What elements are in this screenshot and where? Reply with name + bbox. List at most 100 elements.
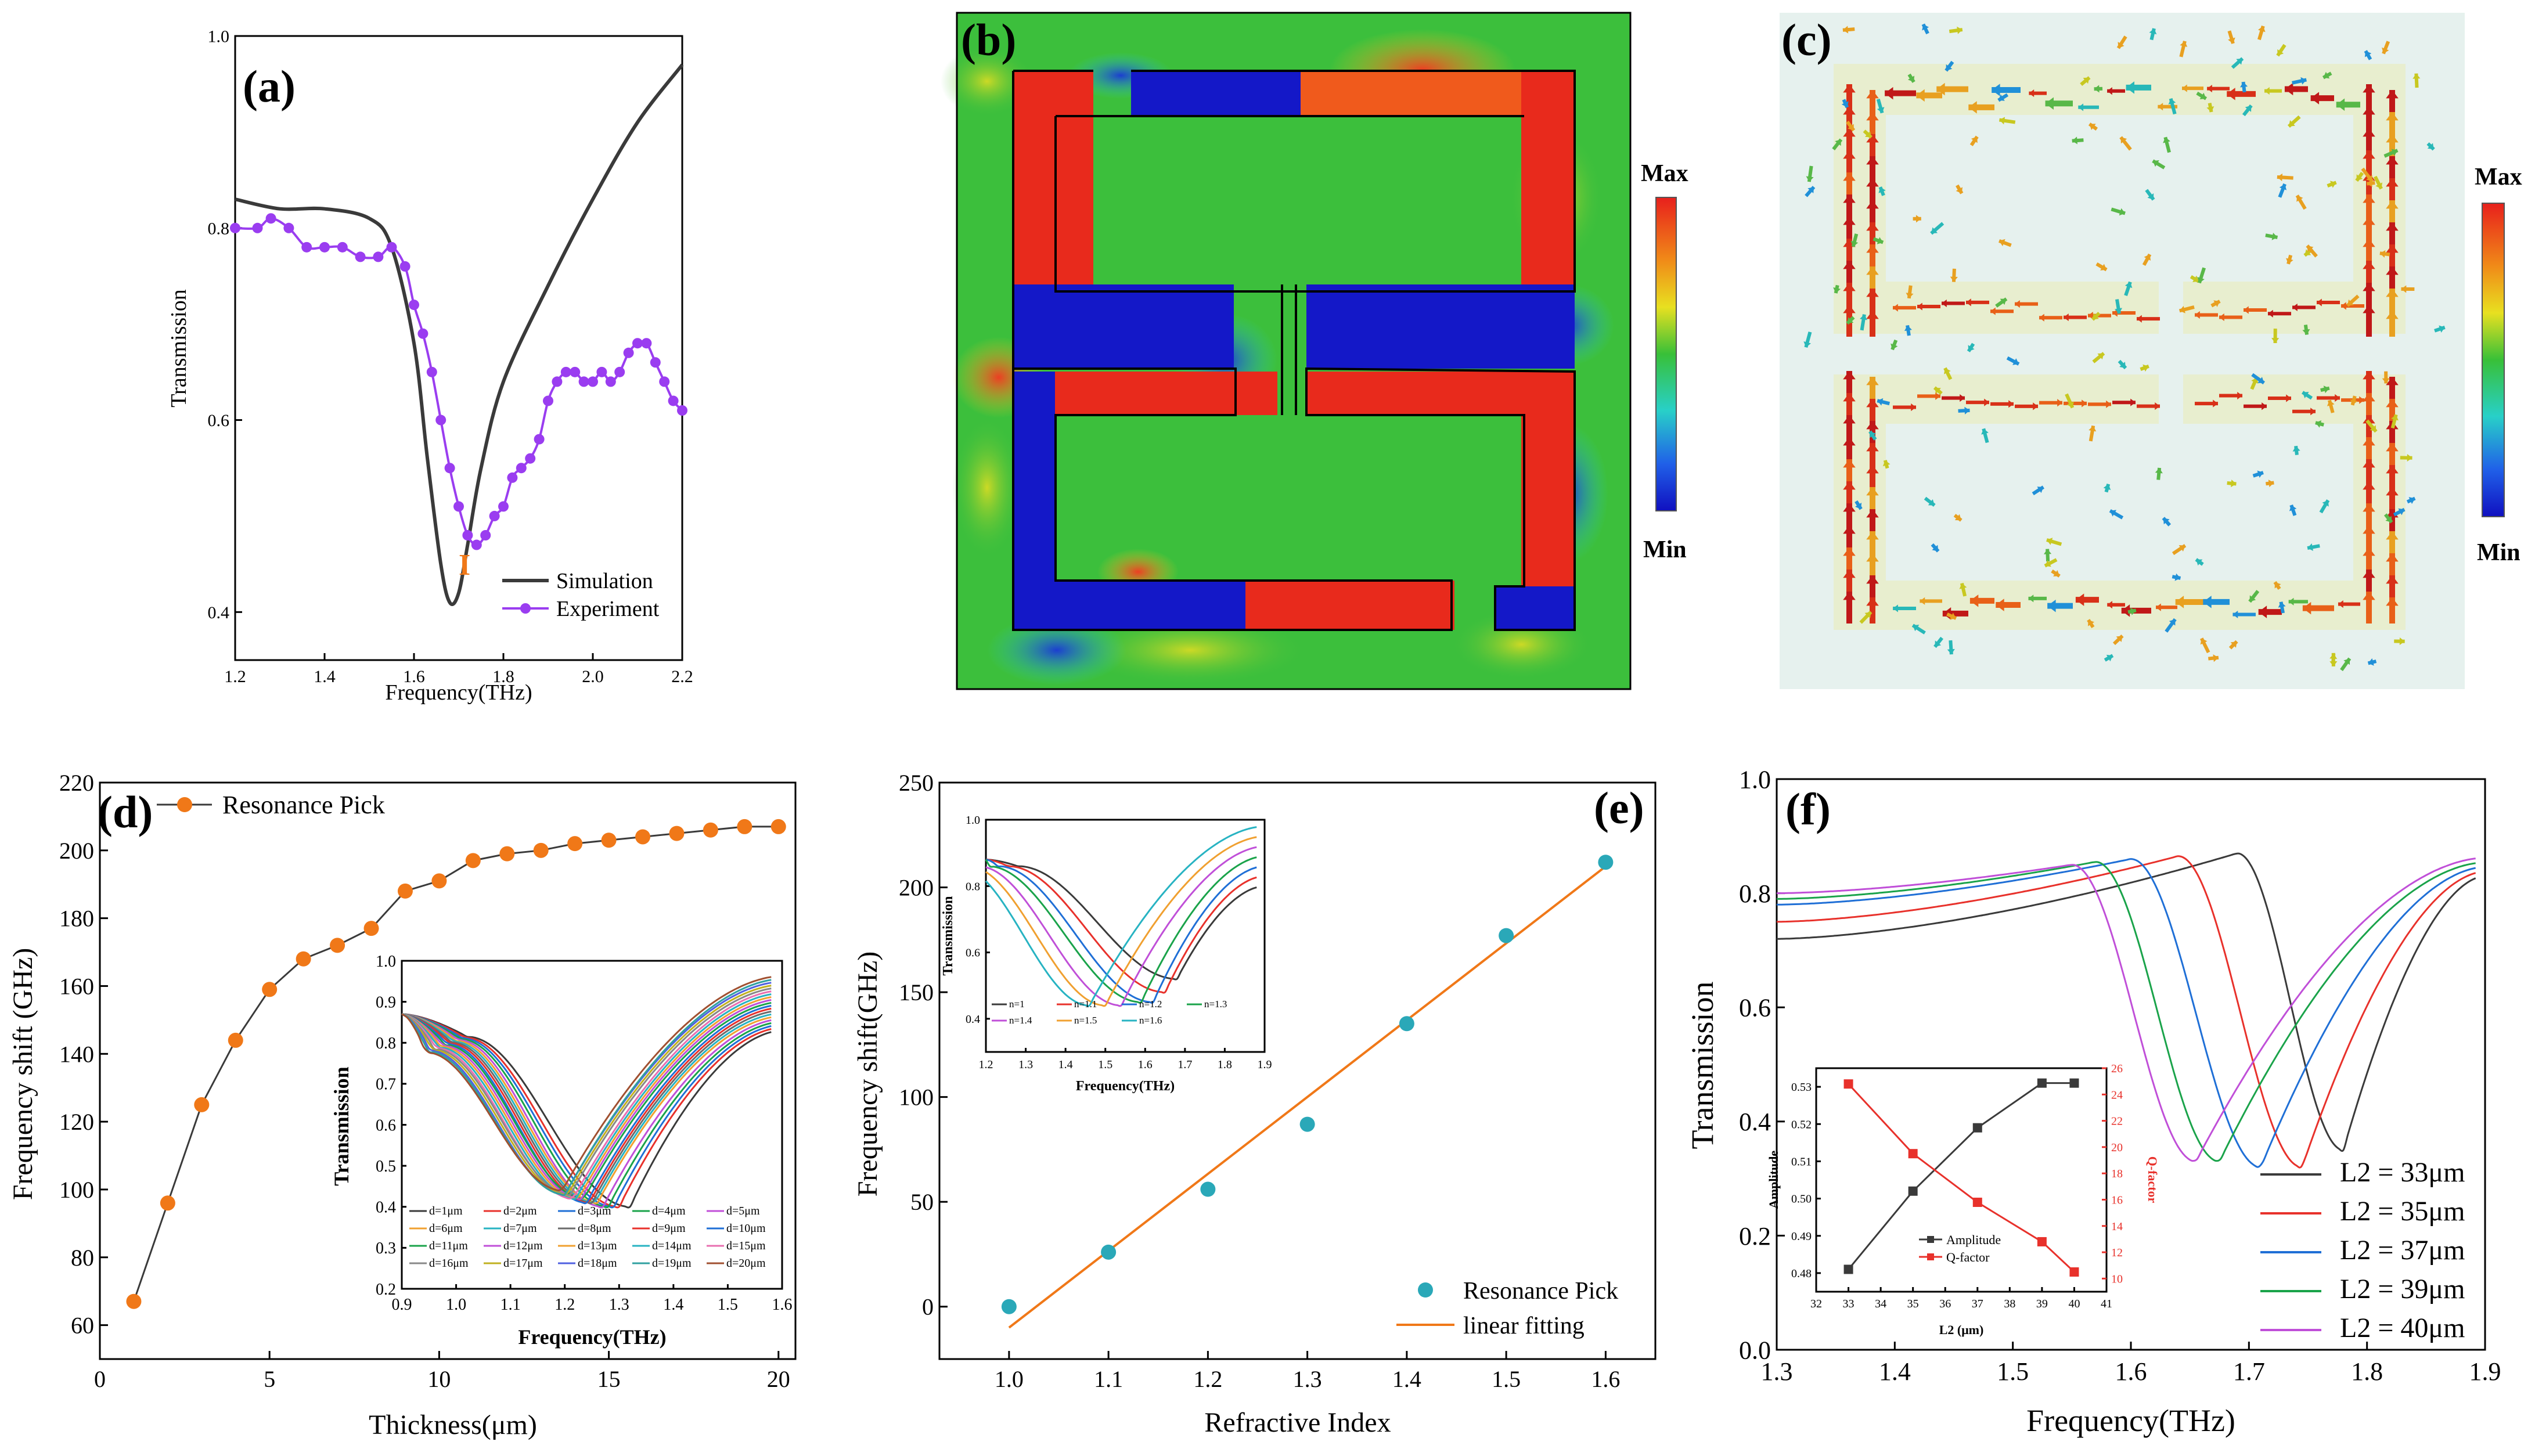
panel-e-inset-curve	[985, 859, 1257, 1004]
panel-f-inset-legend: Amplitude Q-factor	[1919, 1232, 2001, 1264]
panel-b-colorbar-max: Max	[1641, 160, 1688, 187]
panel-f-inset-qfactor-point	[2037, 1237, 2047, 1246]
panel-c-arrowhead	[2249, 595, 2256, 602]
panel-c-arrowhead	[2407, 453, 2412, 462]
panel-d-points	[126, 819, 786, 1309]
panel-e-inset-curve	[985, 859, 1257, 981]
panel-a-experiment-point	[632, 338, 643, 349]
panel-c-background	[1780, 13, 2465, 689]
panel-c-arrowhead	[1841, 101, 1849, 108]
panel-f-xtick-label: 1.4	[1879, 1357, 1911, 1386]
panel-c-arrowhead	[1866, 399, 1879, 408]
panel-f-xtick-label: 1.8	[2351, 1357, 2383, 1386]
panel-c-arrowhead	[2213, 300, 2220, 307]
panel-f-inset-ytick-left-label: 0.53	[1791, 1081, 1812, 1094]
panel-c-arrowhead	[2379, 250, 2386, 258]
panel-f-inset-ytick-left-label: 0.49	[1791, 1230, 1812, 1243]
panel-c-arrowhead	[2368, 658, 2374, 666]
panel-f-inset-ytick-right-label: 16	[2111, 1194, 2123, 1206]
panel-f-legend: L2 = 33μm L2 = 35μm L2 = 37μm L2 = 39μm L2 =…	[2260, 1157, 2465, 1343]
panel-c-arrowhead	[2386, 178, 2399, 187]
panel-c-arrowhead	[2363, 503, 2375, 512]
panel-c-arrowhead	[1842, 26, 1849, 34]
panel-d-point	[737, 819, 752, 834]
panel-c-arrowhead	[1866, 178, 1879, 187]
panel-a-legend-experiment: Experiment	[556, 597, 660, 621]
panel-c-arrowhead	[2386, 244, 2399, 253]
panel-c-arrowhead	[2367, 179, 2372, 188]
panel-c-arrowhead	[2277, 49, 2284, 56]
panel-d-inset-ytick-label: 0.4	[376, 1199, 396, 1217]
panel-c-arrowhead	[2213, 399, 2218, 408]
panel-a-experiment-point	[265, 213, 276, 224]
panel-c-arrowhead	[1996, 599, 2004, 611]
panel-c-arrowhead	[1866, 134, 1879, 143]
panel-e-frame	[938, 781, 1657, 1360]
panel-c-arrowhead	[2126, 81, 2134, 94]
panel-d-inset-legend-label: d=15μm	[726, 1239, 766, 1252]
panel-c-arrowhead	[2412, 73, 2421, 79]
panel-c-arrowhead	[2386, 465, 2399, 474]
panel-a-experiment-point	[570, 366, 581, 377]
panel-c-arrowhead	[2168, 98, 2176, 105]
panel-d-inset-legend-label: d=20μm	[726, 1257, 766, 1270]
panel-d-point	[397, 883, 413, 899]
panel-a-experiment-point	[426, 366, 437, 377]
panel-c-arrowhead	[1843, 371, 1856, 380]
panel-f-curve	[1776, 852, 2476, 1152]
panel-c-arrowhead	[1999, 239, 2005, 247]
panel-a-experiment-point	[596, 366, 607, 377]
panel-c-arrowhead	[2119, 208, 2126, 216]
panel-d-inset-xtick-label: 1.3	[609, 1296, 629, 1314]
panel-d-inset-legend-label: d=7μm	[503, 1222, 537, 1235]
panel-c-arrowhead	[2228, 37, 2235, 44]
panel-e-inset-xtick-label: 1.9	[1258, 1058, 1272, 1071]
panel-c-arrowhead	[2399, 637, 2405, 646]
panel-a-experiment-point	[409, 300, 419, 311]
panel-c-arrowhead	[2363, 128, 2375, 137]
panel-c-arrowhead	[2196, 559, 2203, 566]
panel-f-inset-ytick-right-label: 18	[2111, 1167, 2123, 1180]
panel-f-ytick-label: 0.0	[1739, 1336, 1771, 1364]
panel-c-arrowhead	[1992, 84, 2000, 96]
panel-d-inset-xtick-label: 1.1	[500, 1296, 521, 1314]
panel-c-arrowhead	[2037, 486, 2044, 493]
panel-c-arrowhead	[2089, 426, 2097, 432]
panel-c-arrowhead	[2386, 575, 2399, 584]
panel-a-experiment-point	[588, 376, 598, 387]
panel-a-experiment-point	[480, 530, 491, 540]
panel-e-legend-resonance: Resonance Pick	[1463, 1278, 1618, 1304]
panel-c-arrowhead	[2142, 364, 2149, 372]
panel-f-inset-xtick-label: 40	[2068, 1298, 2080, 1310]
panel-a-experiment-point	[386, 242, 397, 253]
panel-c-arrowhead	[2307, 543, 2313, 551]
panel-f-xtick-label: 1.3	[1761, 1357, 1793, 1386]
panel-d-inset-legend-label: d=5μm	[726, 1205, 760, 1217]
panel-c-arrowhead	[2264, 87, 2270, 95]
panel-c-arrowhead	[1877, 107, 1885, 113]
panel-d-inset-legend-label: d=3μm	[578, 1205, 611, 1217]
panel-c-arrowhead	[1882, 460, 1891, 467]
panel-f-legend-label: L2 = 33μm	[2340, 1157, 2465, 1188]
panel-e-point	[1001, 1299, 1017, 1314]
panel-c-arrowhead	[2274, 582, 2281, 589]
panel-d-inset: 0.2 0.3 0.4 0.5 0.6 0.7 0.8 0.9 1.0 0.9 1.0 1.1 1.2…	[330, 953, 793, 1349]
panel-f-inset-xtick-label: 37	[1972, 1298, 1983, 1310]
panel-c-arrowhead	[2107, 87, 2112, 95]
panel-c-arrowhead	[2199, 92, 2206, 99]
panel-c-arrowhead	[2386, 266, 2399, 275]
panel-c-arrowhead	[1843, 128, 1856, 137]
panel-a-experiment-point	[252, 222, 263, 233]
panel-e-inset-curves	[985, 826, 1257, 1007]
panel-c-arrowhead	[2370, 425, 2376, 432]
panel-a-letter: (a)	[243, 61, 296, 111]
panel-c-arrowhead	[1843, 503, 1856, 512]
panel-c-arrowhead	[1835, 139, 1841, 146]
panel-c-arrowhead	[2304, 249, 2311, 256]
panel-c-arrowhead	[2350, 399, 2358, 405]
panel-c-arrowhead	[1950, 276, 1958, 282]
panel-c-arrowhead	[2179, 305, 2185, 313]
panel-c-arrowhead	[1847, 317, 1854, 324]
panel-c-arrowhead	[2240, 82, 2248, 88]
panel-d-ytick-label: 140	[59, 1041, 94, 1067]
